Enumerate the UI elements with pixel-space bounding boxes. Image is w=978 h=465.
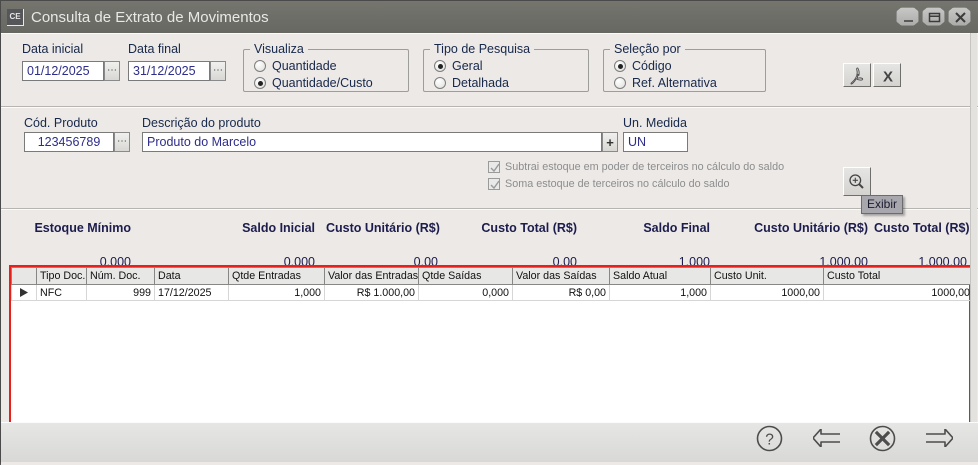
svg-text:X: X: [883, 69, 893, 86]
svg-text:?: ?: [765, 432, 774, 449]
